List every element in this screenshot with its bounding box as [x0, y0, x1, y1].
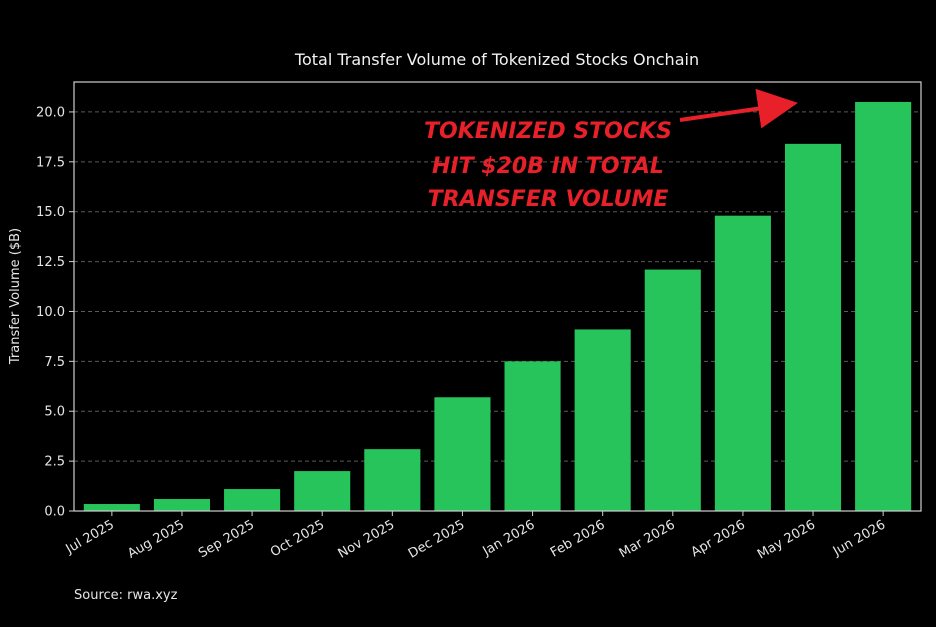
y-tick-label: 20.0 [36, 105, 65, 120]
bars [83, 101, 912, 512]
bar-jul-2025 [83, 504, 140, 511]
bar-may-2026 [784, 143, 842, 511]
bar-oct-2025 [294, 471, 351, 511]
x-tick-label: Jun 2026 [830, 517, 888, 559]
y-tick-label: 7.5 [44, 355, 65, 370]
bar-nov-2025 [364, 449, 421, 511]
x-tick-label: Oct 2025 [268, 517, 327, 560]
bar-mar-2026 [644, 269, 701, 511]
bar-jun-2026 [855, 101, 912, 511]
annotation-line-1: TOKENIZED STOCKS [424, 119, 672, 144]
bar-dec-2025 [434, 397, 491, 511]
source-note: Source: rwa.xyz [74, 588, 178, 603]
y-tick-label: 17.5 [36, 155, 65, 170]
bar-aug-2025 [153, 499, 211, 511]
x-tick-label: Dec 2025 [406, 517, 468, 561]
y-axis: 0.0 2.5 5.0 7.5 10.0 12.5 15.0 17.5 20.0 [36, 105, 74, 520]
y-axis-label: Transfer Volume ($B) [8, 228, 23, 365]
annotation-arrow [679, 88, 798, 129]
bar-apr-2026 [714, 215, 771, 512]
annotation: TOKENIZED STOCKS HIT $20B IN TOTAL TRANS… [424, 88, 798, 212]
x-axis: Jul 2025 Aug 2025 Sep 2025 Oct 2025 Nov 2025… [63, 511, 888, 563]
x-tick-label: Nov 2025 [336, 517, 398, 561]
y-tick-label: 5.0 [44, 405, 65, 420]
bar-jan-2026 [504, 361, 561, 511]
y-tick-label: 10.0 [36, 305, 65, 320]
chart-title: Total Transfer Volume of Tokenized Stock… [294, 50, 699, 69]
y-tick-label: 12.5 [36, 255, 65, 270]
plot-frame [73, 81, 922, 512]
y-tick-label: 0.0 [44, 505, 65, 520]
x-tick-label: Apr 2026 [689, 517, 748, 560]
x-tick-label: Mar 2026 [617, 517, 678, 561]
annotation-line-3: TRANSFER VOLUME [428, 187, 669, 212]
bar-feb-2026 [574, 329, 631, 511]
x-tick-label: Jan 2026 [480, 517, 538, 559]
x-tick-label: Jul 2025 [63, 517, 117, 557]
annotation-line-2: HIT $20B IN TOTAL [432, 154, 664, 179]
bar-sep-2025 [224, 489, 281, 511]
gridlines [74, 111, 921, 462]
y-tick-label: 2.5 [44, 455, 65, 470]
y-tick-label: 15.0 [36, 205, 65, 220]
x-tick-label: Aug 2025 [125, 517, 187, 561]
x-tick-label: Feb 2026 [548, 517, 608, 560]
x-tick-label: Sep 2025 [196, 517, 257, 561]
x-tick-label: May 2026 [755, 517, 818, 562]
